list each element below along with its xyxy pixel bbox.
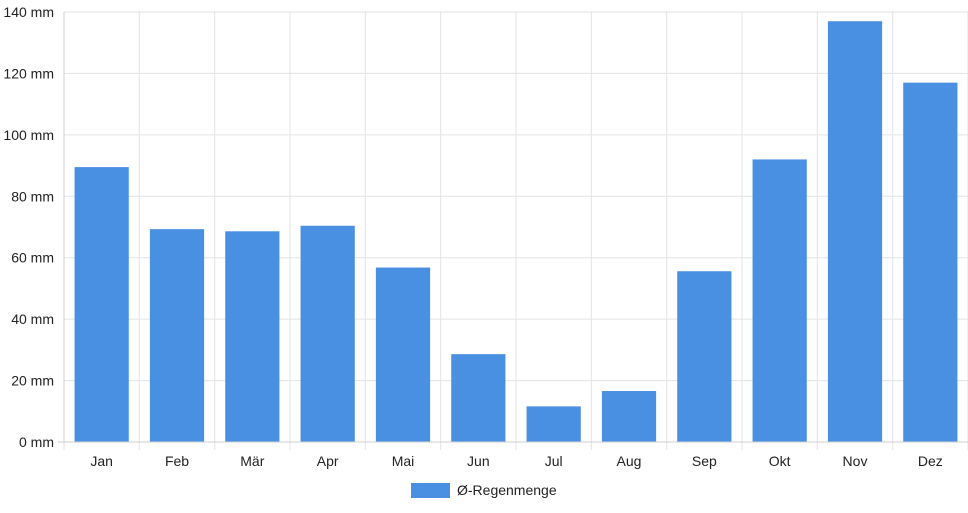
bar-apr[interactable] (300, 225, 355, 442)
y-tick-label: 100 mm (3, 127, 54, 143)
grid-layer (63, 11, 968, 450)
bar-nov[interactable] (827, 21, 883, 442)
x-tick-label: Apr (317, 453, 339, 469)
bar-dez[interactable] (903, 82, 958, 443)
legend[interactable]: Ø-Regenmenge (411, 482, 557, 498)
y-tick-label: 0 mm (19, 434, 54, 450)
x-tick-label: Sep (692, 453, 717, 469)
bars-layer (74, 21, 958, 443)
legend-swatch[interactable] (411, 483, 450, 498)
bar-okt[interactable] (752, 159, 807, 442)
x-tick-label: Feb (165, 453, 189, 469)
x-tick-label: Aug (617, 453, 642, 469)
bar-sep[interactable] (677, 271, 732, 442)
x-tick-label: Mai (392, 453, 415, 469)
bar-feb[interactable] (149, 229, 205, 442)
bar-aug[interactable] (601, 391, 657, 442)
x-tick-label: Jun (467, 453, 490, 469)
bar-jun[interactable] (451, 354, 506, 442)
y-tick-label: 40 mm (11, 311, 54, 327)
x-tick-label: Jan (90, 453, 113, 469)
bar-mär[interactable] (225, 231, 280, 442)
y-tick-label: 140 mm (3, 4, 54, 20)
y-tick-label: 80 mm (11, 188, 54, 204)
legend-label[interactable]: Ø-Regenmenge (457, 482, 557, 498)
bar-jan[interactable] (74, 167, 129, 442)
y-tick-label: 120 mm (3, 65, 54, 81)
bar-jul[interactable] (526, 406, 581, 442)
x-tick-label: Okt (769, 453, 791, 469)
y-tick-label: 60 mm (11, 250, 54, 266)
x-tick-label: Jul (545, 453, 563, 469)
x-tick-label: Dez (918, 453, 943, 469)
y-tick-label: 20 mm (11, 373, 54, 389)
axes-layer: 0 mm 20 mm 40 mm 60 mm 80 mm 100 mm 120 mm 140 … (3, 4, 968, 469)
x-tick-label: Nov (843, 453, 868, 469)
bar-mai[interactable] (375, 267, 431, 442)
x-tick-label: Mär (240, 453, 264, 469)
